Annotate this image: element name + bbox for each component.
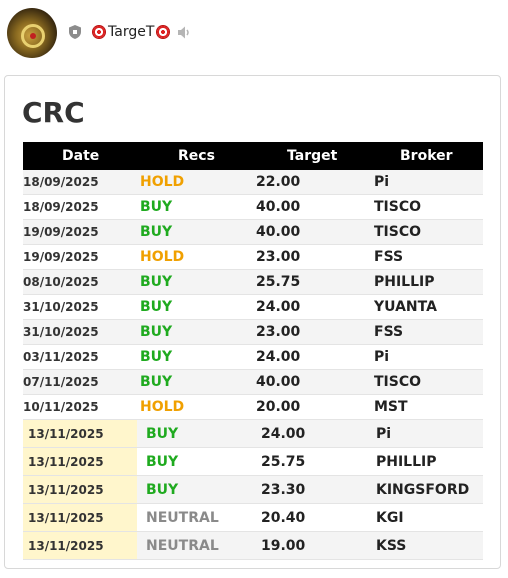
target-icon: [92, 25, 106, 39]
rec-cell: BUY: [146, 453, 179, 470]
date-cell: 03/11/2025: [23, 350, 99, 364]
target-cell: 23.00: [256, 324, 301, 340]
broker-cell: FSS: [374, 249, 404, 265]
table-row: 31/10/2025 BUY 24.00 YUANTA: [23, 295, 483, 320]
table-row: 07/11/2025 BUY 40.00 TISCO: [23, 370, 483, 395]
rec-cell: BUY: [140, 324, 173, 340]
rec-cell: HOLD: [140, 174, 185, 190]
broker-cell: MST: [374, 399, 408, 415]
broker-cell: KGI: [376, 509, 404, 526]
date-cell: 18/09/2025: [23, 175, 99, 189]
table-row: 18/09/2025 BUY 40.00 TISCO: [23, 195, 483, 220]
rec-cell: NEUTRAL: [146, 537, 219, 554]
target-cell: 40.00: [256, 224, 301, 240]
rec-cell: BUY: [140, 299, 173, 315]
rec-cell: BUY: [140, 224, 173, 240]
column-header-date: Date: [62, 148, 100, 164]
target-cell: 23.00: [256, 249, 301, 265]
table-row: 31/10/2025 BUY 23.00 FSS: [23, 320, 483, 345]
target-cell: 24.00: [256, 349, 301, 365]
date-cell: 13/11/2025: [23, 476, 137, 503]
table-body: 18/09/2025 HOLD 22.00 Pi 18/09/2025 BUY 40.00 T…: [23, 170, 483, 560]
rec-cell: BUY: [140, 349, 173, 365]
target-cell: 19.00: [261, 537, 306, 554]
table-row: 13/11/2025 BUY 25.75 PHILLIP: [23, 448, 483, 476]
rec-cell: BUY: [140, 274, 173, 290]
column-header-target: Target: [287, 148, 338, 164]
date-cell: 31/10/2025: [23, 300, 99, 314]
avatar-ring: [21, 24, 45, 48]
page-title: CRC: [22, 96, 85, 129]
broker-cell: Pi: [374, 174, 390, 190]
broker-cell: TISCO: [374, 199, 422, 215]
target-cell: 22.00: [256, 174, 301, 190]
table-row: 03/11/2025 BUY 24.00 Pi: [23, 345, 483, 370]
date-cell: 19/09/2025: [23, 225, 99, 239]
username[interactable]: TargeT: [90, 22, 172, 42]
date-cell: 13/11/2025: [23, 504, 137, 531]
rec-cell: BUY: [146, 425, 179, 442]
date-cell: 08/10/2025: [23, 275, 99, 289]
broker-cell: TISCO: [374, 224, 422, 240]
broker-cell: Pi: [376, 425, 392, 442]
broker-cell: FSS: [374, 324, 404, 340]
table-row: 13/11/2025 BUY 23.30 KINGSFORD: [23, 476, 483, 504]
avatar-dot: [30, 33, 36, 39]
speaker-icon[interactable]: [178, 26, 192, 39]
date-cell: 07/11/2025: [23, 375, 99, 389]
table-row: 13/11/2025 BUY 24.00 Pi: [23, 420, 483, 448]
table-row: 19/09/2025 HOLD 23.00 FSS: [23, 245, 483, 270]
target-cell: 25.75: [261, 453, 306, 470]
avatar[interactable]: [7, 8, 57, 58]
post-header: TargeT: [0, 0, 508, 66]
column-header-recs: Recs: [178, 148, 215, 164]
target-cell: 24.00: [261, 425, 306, 442]
date-cell: 13/11/2025: [23, 420, 137, 447]
broker-cell: KSS: [376, 537, 407, 554]
username-text: TargeT: [108, 24, 155, 40]
date-cell: 10/11/2025: [23, 400, 99, 414]
broker-cell: PHILLIP: [374, 274, 435, 290]
shield-icon: [69, 25, 81, 39]
table-row: 18/09/2025 HOLD 22.00 Pi: [23, 170, 483, 195]
broker-cell: YUANTA: [374, 299, 437, 315]
date-cell: 13/11/2025: [23, 532, 137, 559]
broker-cell: PHILLIP: [376, 453, 437, 470]
date-cell: 13/11/2025: [23, 448, 137, 475]
rec-cell: BUY: [140, 374, 173, 390]
target-cell: 20.00: [256, 399, 301, 415]
target-cell: 25.75: [256, 274, 301, 290]
recommendation-table: Date Recs Target Broker 18/09/2025 HOLD 22…: [23, 142, 483, 560]
rec-cell: NEUTRAL: [146, 509, 219, 526]
table-header: Date Recs Target Broker: [23, 142, 483, 170]
target-cell: 40.00: [256, 199, 301, 215]
target-cell: 23.30: [261, 481, 306, 498]
table-row: 08/10/2025 BUY 25.75 PHILLIP: [23, 270, 483, 295]
table-row: 10/11/2025 HOLD 20.00 MST: [23, 395, 483, 420]
broker-cell: KINGSFORD: [376, 481, 470, 498]
broker-cell: TISCO: [374, 374, 422, 390]
target-icon: [156, 25, 171, 39]
date-cell: 19/09/2025: [23, 250, 99, 264]
target-cell: 20.40: [261, 509, 306, 526]
target-cell: 40.00: [256, 374, 301, 390]
rec-cell: BUY: [146, 481, 179, 498]
target-cell: 24.00: [256, 299, 301, 315]
rec-cell: BUY: [140, 199, 173, 215]
date-cell: 18/09/2025: [23, 200, 99, 214]
rec-cell: HOLD: [140, 249, 185, 265]
table-row: 19/09/2025 BUY 40.00 TISCO: [23, 220, 483, 245]
column-header-broker: Broker: [400, 148, 453, 164]
table-row: 13/11/2025 NEUTRAL 19.00 KSS: [23, 532, 483, 560]
date-cell: 31/10/2025: [23, 325, 99, 339]
rec-cell: HOLD: [140, 399, 185, 415]
table-row: 13/11/2025 NEUTRAL 20.40 KGI: [23, 504, 483, 532]
broker-cell: Pi: [374, 349, 390, 365]
